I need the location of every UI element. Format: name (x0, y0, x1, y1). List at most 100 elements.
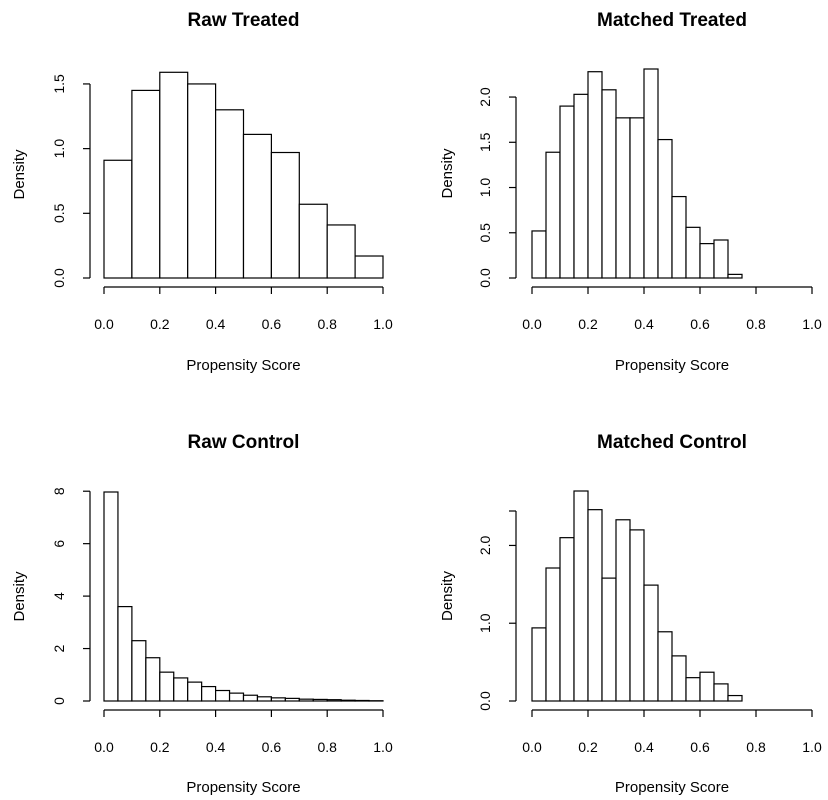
y-tick-label: 1.5 (51, 74, 67, 94)
histogram-bar (713, 239, 729, 279)
panel-4: Matched Control 0.0 0.2 0.4 0.6 0.8 1.0 0.0 1.0 2… (439, 432, 822, 796)
histogram-bar (727, 694, 743, 702)
histogram-bar (685, 226, 701, 279)
histogram-bar (643, 68, 659, 279)
y-tick-label: 0.0 (477, 691, 493, 711)
histogram-bar (173, 677, 189, 702)
y-tick-label: 1.5 (477, 132, 493, 152)
histogram-bar (629, 117, 645, 279)
x-tick-label: 0.8 (746, 739, 766, 755)
histogram-bar (228, 692, 245, 702)
x-axis-label: Propensity Score (186, 779, 300, 796)
histogram-bar (145, 657, 161, 702)
histogram-bar (326, 699, 342, 702)
y-tick-label: 2.0 (477, 536, 493, 556)
y-axis-label: Density (439, 148, 456, 199)
x-tick-label: 0.6 (262, 739, 282, 755)
x-tick-label: 1.0 (373, 739, 393, 755)
y-tick-label: 0.0 (477, 268, 493, 288)
histogram-bar (685, 677, 701, 702)
x-axis-label: Propensity Score (615, 779, 729, 796)
panel-3: Raw Control 0.0 0.2 0.4 0.6 0.8 1.0 0 2 4 6 8 Propen… (11, 432, 393, 796)
histogram-bar (242, 133, 272, 279)
chart-title: Raw Treated (188, 10, 300, 31)
histogram-bar (713, 683, 729, 702)
chart-title: Raw Control (188, 432, 300, 453)
y-tick-label: 1.0 (477, 613, 493, 633)
histogram-bar (629, 529, 645, 702)
histogram-bar (270, 151, 300, 279)
histogram-bar (312, 698, 328, 702)
histogram-bar (270, 697, 286, 702)
chart-title: Matched Treated (597, 10, 747, 31)
histogram-bar (215, 109, 245, 279)
histogram-bar (559, 105, 575, 279)
histogram-bar (699, 671, 715, 702)
panel-2: Matched Treated 0.0 0.2 0.4 0.6 0.8 1.0 0.0 0.5 1… (439, 10, 822, 374)
x-tick-label: 0.2 (150, 316, 170, 332)
y-tick-label: 1.0 (51, 139, 67, 159)
x-tick-label: 0.4 (634, 316, 654, 332)
histogram-bar (671, 655, 687, 702)
histogram-bar (354, 255, 384, 279)
y-tick-label: 1.0 (477, 178, 493, 198)
x-tick-label: 1.0 (373, 316, 393, 332)
histogram-bar (159, 71, 189, 279)
y-tick-label: 0.0 (51, 268, 67, 288)
x-tick-label: 0.2 (578, 739, 598, 755)
y-tick-label: 2 (51, 644, 67, 652)
histogram-bar (601, 577, 617, 702)
histogram-bar (187, 681, 203, 702)
y-tick-label: 2.0 (477, 87, 493, 107)
y-axis-label: Density (11, 149, 28, 200)
histogram-bar (727, 273, 743, 279)
panel-1: Raw Treated 0.0 0.2 0.4 0.6 0.8 1.0 0.0 0.5 1.0 1.… (11, 10, 393, 374)
histogram-bar (587, 71, 603, 279)
histogram-bar (298, 698, 314, 702)
x-tick-label: 1.0 (802, 739, 822, 755)
histogram-bar (103, 159, 133, 279)
histogram-bar (601, 89, 617, 279)
histogram-bar (131, 640, 147, 702)
histogram-bar (187, 83, 217, 279)
histogram-bar (340, 699, 356, 702)
x-tick-label: 0.2 (150, 739, 170, 755)
y-axis-label: Density (439, 570, 456, 621)
y-tick-label: 0.5 (51, 203, 67, 223)
histogram-bar (615, 117, 631, 279)
histogram-bar (545, 567, 561, 702)
x-tick-label: 0.4 (634, 739, 654, 755)
histogram-bar (657, 631, 673, 702)
y-tick-label: 4 (51, 592, 67, 600)
x-tick-label: 0.0 (94, 316, 114, 332)
histogram-bar (131, 89, 161, 279)
x-tick-label: 0.6 (262, 316, 282, 332)
x-tick-label: 0.4 (206, 739, 226, 755)
histogram-bar (671, 195, 687, 279)
y-axis-label: Density (11, 571, 28, 622)
histogram-bar (643, 584, 659, 702)
histogram-bar (573, 490, 589, 702)
histogram-bar (615, 519, 631, 702)
histogram-bar (326, 224, 356, 279)
histogram-bar (587, 509, 603, 702)
histogram-bar (298, 203, 328, 279)
x-tick-label: 0.8 (317, 316, 337, 332)
chart-title: Matched Control (597, 432, 747, 453)
x-tick-label: 0.8 (746, 316, 766, 332)
x-tick-label: 0.0 (522, 316, 542, 332)
x-tick-label: 0.0 (522, 739, 542, 755)
y-tick-label: 8 (51, 487, 67, 495)
x-tick-label: 0.0 (94, 739, 114, 755)
x-tick-label: 0.8 (317, 739, 337, 755)
y-tick-label: 0 (51, 697, 67, 705)
histogram-bar (284, 697, 300, 702)
histogram-bar (242, 694, 259, 702)
x-tick-label: 0.2 (578, 316, 598, 332)
y-tick-label: 0.5 (477, 223, 493, 243)
histogram-bar (545, 151, 561, 279)
x-tick-label: 0.4 (206, 316, 226, 332)
histogram-bar (559, 537, 575, 702)
histogram-bar (573, 93, 589, 279)
